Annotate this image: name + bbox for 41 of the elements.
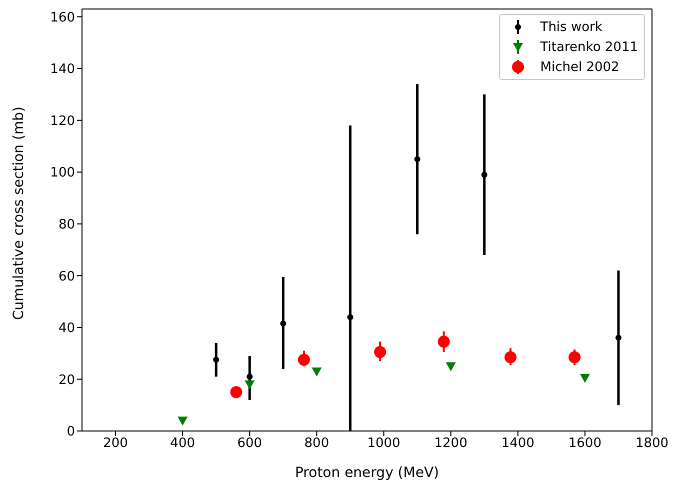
y-tick-label: 40: [58, 321, 75, 336]
x-tick-label: 1000: [367, 436, 400, 452]
y-tick-label: 20: [58, 372, 75, 388]
y-tick-label: 100: [50, 166, 75, 181]
x-tick-label: 1200: [434, 436, 468, 452]
x-tick-label: 200: [103, 436, 128, 452]
legend-label: This work: [540, 20, 602, 34]
point: [298, 354, 310, 366]
point: [312, 367, 322, 376]
point: [504, 351, 517, 364]
point: [230, 386, 242, 398]
y-tick-label: 120: [50, 114, 75, 129]
point: [246, 374, 253, 380]
point: [446, 362, 456, 372]
y-tick-label: 80: [58, 218, 75, 232]
point: [213, 356, 220, 363]
point: [347, 314, 354, 320]
point: [481, 172, 488, 178]
y-tick-label: 160: [50, 10, 75, 26]
y-axis-title: Cumulative cross section (mb): [10, 106, 27, 320]
x-tick-label: 1600: [568, 436, 602, 452]
x-tick-label: 1800: [635, 436, 669, 452]
y-tick-label: 0: [66, 424, 75, 440]
point: [244, 380, 255, 390]
point: [438, 336, 450, 348]
point: [374, 346, 386, 358]
legend-label: Michel 2002: [540, 60, 620, 74]
y-tick-label: 60: [58, 269, 75, 284]
legend-label: Titarenko 2011: [540, 40, 638, 54]
x-axis-title: Proton energy (MeV): [294, 465, 440, 481]
point: [568, 351, 581, 364]
point: [178, 416, 188, 426]
x-tick-label: 400: [170, 436, 195, 452]
x-tick-label: 600: [237, 436, 262, 452]
x-tick-label: 1400: [501, 436, 534, 452]
point: [280, 320, 286, 327]
point: [615, 334, 622, 341]
y-tick-label: 140: [50, 62, 75, 78]
x-tick-label: 800: [304, 436, 330, 452]
point: [580, 374, 590, 383]
point: [414, 156, 420, 162]
